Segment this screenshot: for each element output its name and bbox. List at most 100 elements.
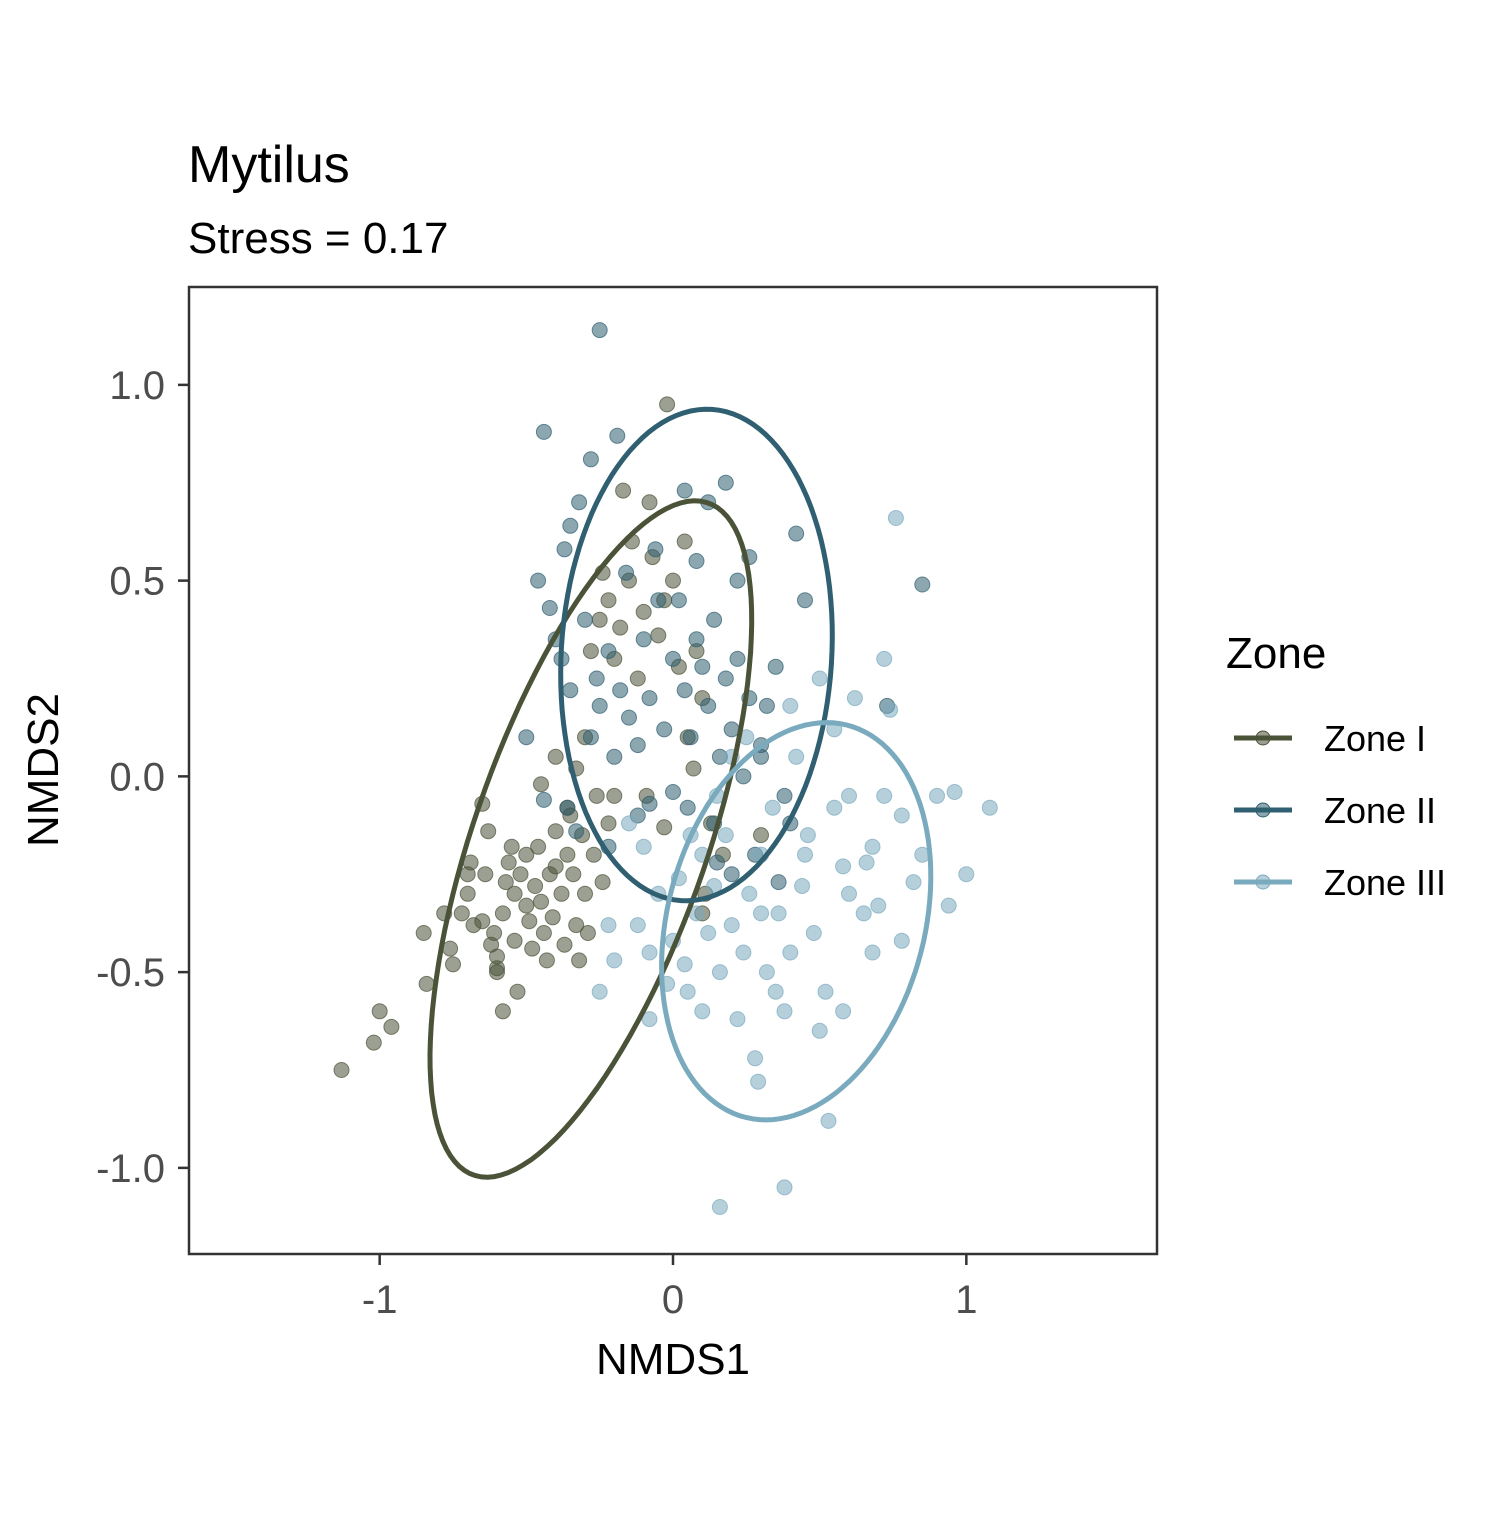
point-series-2 — [656, 721, 673, 738]
point-series-1 — [453, 905, 470, 922]
legend-label: Zone I — [1324, 718, 1426, 759]
point-series-2 — [694, 658, 711, 675]
point-series-2 — [530, 572, 547, 589]
point-series-1 — [506, 885, 523, 902]
point-series-1 — [559, 846, 576, 863]
point-series-1 — [641, 494, 658, 511]
point-series-1 — [489, 960, 505, 977]
point-series-2 — [676, 682, 693, 699]
point-series-2 — [650, 592, 667, 609]
point-series-2 — [618, 564, 635, 581]
point-series-1 — [459, 885, 476, 902]
point-series-2 — [723, 721, 740, 738]
point-series-1 — [635, 603, 652, 620]
point-series-2 — [591, 322, 608, 339]
point-series-3 — [776, 1179, 793, 1196]
legend-title: Zone — [1226, 629, 1326, 678]
point-series-3 — [940, 897, 957, 914]
point-series-2 — [609, 427, 626, 444]
point-series-3 — [946, 784, 963, 800]
point-series-2 — [679, 799, 696, 816]
y-axis-title: NMDS2 — [19, 693, 68, 847]
point-series-3 — [782, 944, 799, 961]
point-series-2 — [635, 631, 652, 648]
point-series-3 — [841, 787, 857, 804]
legend: Zone Zone I Zone II Zone III — [1226, 629, 1446, 903]
point-series-3 — [764, 799, 781, 816]
point-series-1 — [553, 885, 570, 902]
point-series-1 — [585, 846, 602, 863]
point-series-1 — [333, 1062, 350, 1078]
y-tick-label: -0.5 — [96, 951, 165, 995]
point-series-1 — [600, 592, 617, 609]
point-series-2 — [676, 482, 693, 499]
point-series-3 — [591, 983, 608, 1000]
point-series-3 — [835, 858, 852, 875]
point-series-3 — [826, 799, 843, 816]
point-series-3 — [723, 917, 740, 934]
ellipse-layer — [427, 406, 934, 1180]
y-tick-label: 0.0 — [109, 755, 165, 799]
point-series-1 — [524, 940, 541, 957]
point-series-2 — [559, 799, 576, 816]
point-series-3 — [747, 1050, 764, 1067]
point-series-2 — [556, 541, 573, 558]
point-series-2 — [606, 748, 623, 765]
point-series-1 — [494, 905, 511, 922]
point-series-1 — [500, 854, 517, 871]
point-series-2 — [582, 729, 599, 746]
point-series-2 — [723, 866, 740, 883]
point-series-1 — [656, 819, 673, 836]
point-series-1 — [486, 925, 503, 941]
point-series-2 — [562, 517, 579, 534]
y-axis: -1.0 -0.5 0.0 0.5 1.0 — [96, 364, 189, 1191]
point-series-2 — [767, 658, 784, 675]
point-series-1 — [506, 932, 523, 949]
point-series-1 — [544, 909, 561, 926]
point-series-1 — [371, 1003, 388, 1020]
ellipse-series-3 — [659, 720, 934, 1123]
point-series-3 — [905, 874, 922, 891]
point-series-2 — [729, 572, 746, 589]
legend-label: Zone II — [1324, 790, 1436, 831]
point-series-2 — [621, 709, 637, 726]
point-series-3 — [811, 1022, 828, 1039]
point-series-1 — [676, 533, 693, 550]
x-tick-label: -1 — [362, 1278, 398, 1322]
point-series-2 — [591, 697, 608, 714]
point-series-1 — [503, 838, 520, 855]
point-series-1 — [521, 913, 538, 930]
point-series-2 — [709, 854, 725, 871]
point-series-3 — [711, 964, 728, 981]
point-series-3 — [846, 690, 863, 707]
point-series-3 — [711, 1199, 728, 1215]
point-series-1 — [518, 846, 535, 863]
y-tick-label: 0.5 — [109, 560, 165, 604]
y-tick-label: 1.0 — [109, 364, 165, 408]
point-series-3 — [855, 905, 872, 922]
point-series-1 — [518, 897, 535, 914]
point-series-3 — [882, 701, 899, 718]
point-series-1 — [445, 956, 461, 973]
point-series-2 — [665, 650, 681, 667]
point-series-2 — [914, 576, 931, 593]
point-series-1 — [659, 396, 676, 413]
point-series-2 — [665, 784, 681, 800]
point-series-2 — [647, 541, 664, 558]
point-series-3 — [929, 787, 945, 804]
point-series-3 — [958, 866, 975, 883]
ellipse-series-2 — [558, 406, 835, 904]
plot-panel-border — [187, 285, 1159, 1256]
point-series-2 — [588, 670, 605, 687]
point-series-3 — [735, 944, 752, 961]
legend-key-point — [1255, 802, 1271, 818]
point-series-3 — [641, 944, 658, 961]
point-series-3 — [820, 1112, 837, 1129]
point-series-2 — [641, 795, 658, 812]
point-series-1 — [535, 925, 552, 941]
point-series-2 — [641, 690, 658, 707]
ellipse-series-1 — [427, 498, 755, 1180]
point-series-3 — [841, 885, 857, 902]
point-series-2 — [776, 787, 793, 804]
point-series-3 — [876, 787, 893, 804]
